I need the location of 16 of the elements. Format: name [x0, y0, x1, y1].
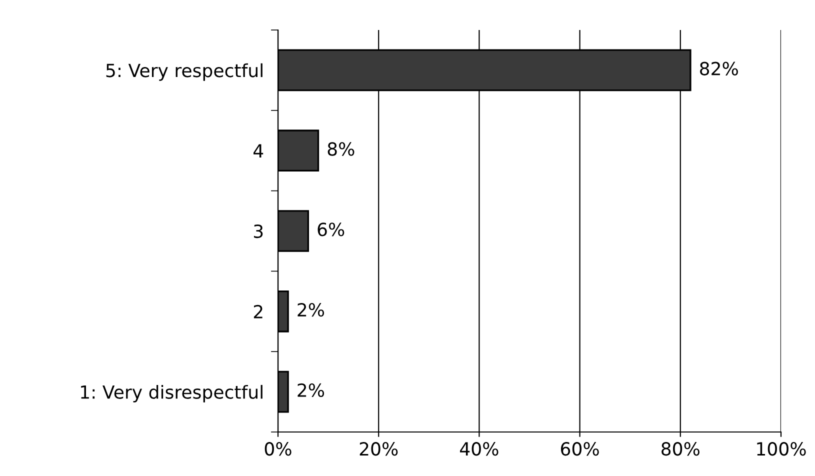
y-tick-label: 5: Very respectful: [106, 63, 262, 81]
x-tick-label: 0%: [264, 442, 292, 456]
data-label: 6%: [318, 222, 344, 236]
data-label: 2%: [298, 302, 324, 317]
y-tick-label: 4: [254, 144, 264, 158]
data-label: 82%: [700, 62, 738, 76]
x-tick-label: 40%: [460, 442, 498, 456]
y-tick-label: 1: Very disrespectful: [81, 384, 262, 402]
x-tick-label: 80%: [662, 442, 700, 456]
x-tick-label: 60%: [560, 442, 599, 456]
y-tick-label: 3: [254, 224, 263, 238]
data-label: 8%: [328, 142, 354, 156]
y-tick-label: 2: [254, 304, 262, 318]
x-tick-label: 100%: [757, 442, 806, 456]
x-tick-label: 20%: [360, 442, 398, 456]
data-label: 2%: [298, 383, 324, 398]
